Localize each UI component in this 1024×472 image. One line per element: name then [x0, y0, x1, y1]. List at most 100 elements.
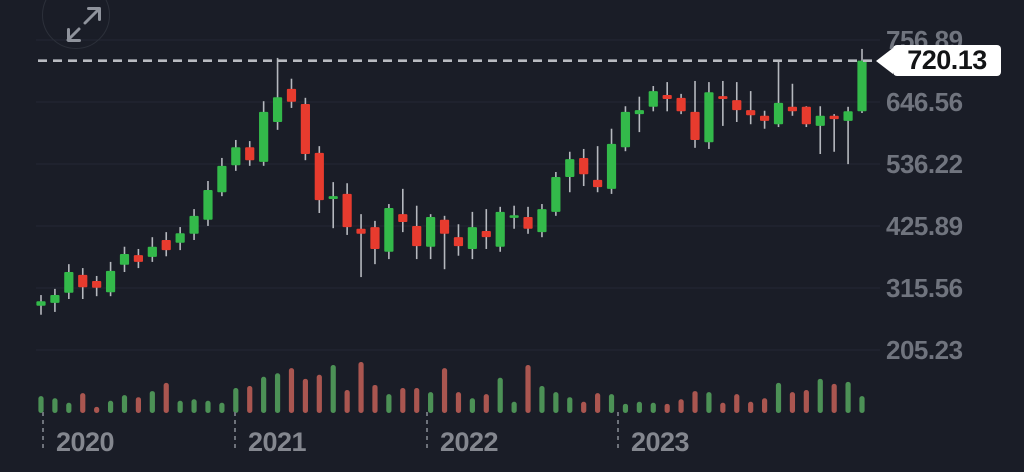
- volume-bar[interactable]: [52, 398, 58, 413]
- volume-bar[interactable]: [135, 397, 142, 413]
- volume-bar[interactable]: [859, 396, 865, 413]
- volume-bar[interactable]: [734, 394, 740, 413]
- candle-body[interactable]: [384, 207, 394, 252]
- candle-body[interactable]: [634, 110, 644, 115]
- volume-bar[interactable]: [525, 365, 531, 413]
- volume-bar[interactable]: [497, 377, 503, 413]
- candle-body[interactable]: [801, 106, 811, 125]
- volume-bar[interactable]: [302, 378, 308, 413]
- volume-bar[interactable]: [316, 374, 322, 413]
- candle-body[interactable]: [342, 193, 352, 228]
- candle-body[interactable]: [426, 216, 436, 247]
- volume-bar[interactable]: [80, 393, 86, 413]
- volume-bar[interactable]: [441, 368, 448, 413]
- candle-body[interactable]: [620, 111, 631, 148]
- volume-bar[interactable]: [748, 401, 754, 413]
- volume-bar[interactable]: [817, 378, 823, 413]
- candle-body[interactable]: [495, 211, 505, 247]
- candle-body[interactable]: [579, 157, 589, 175]
- volume-bar[interactable]: [706, 392, 712, 413]
- expand-button[interactable]: [42, 0, 110, 49]
- volume-bar[interactable]: [219, 402, 225, 413]
- volume-bar[interactable]: [608, 394, 615, 413]
- volume-bar[interactable]: [38, 396, 44, 413]
- candle-body[interactable]: [189, 215, 199, 234]
- candle-body[interactable]: [370, 227, 380, 249]
- volume-bar[interactable]: [775, 382, 782, 413]
- volume-bar[interactable]: [595, 393, 601, 413]
- candle-body[interactable]: [245, 147, 255, 161]
- volume-bar[interactable]: [511, 401, 517, 413]
- volume-bar[interactable]: [455, 392, 462, 413]
- candle-body[interactable]: [92, 281, 102, 288]
- candle-body[interactable]: [787, 106, 798, 112]
- volume-bar[interactable]: [191, 399, 197, 413]
- candle-body[interactable]: [161, 239, 171, 251]
- volume-bar[interactable]: [636, 401, 642, 413]
- candle-body[interactable]: [759, 115, 770, 121]
- candle-body[interactable]: [829, 115, 839, 120]
- volume-bar[interactable]: [789, 392, 796, 413]
- candle-body[interactable]: [732, 100, 742, 111]
- candle-body[interactable]: [843, 111, 853, 121]
- volume-bar[interactable]: [177, 400, 183, 413]
- volume-bar[interactable]: [94, 406, 100, 413]
- candle-body[interactable]: [78, 274, 88, 288]
- candle-body[interactable]: [857, 60, 867, 112]
- candle-body[interactable]: [551, 177, 561, 212]
- volume-bar[interactable]: [344, 390, 350, 413]
- candle-body[interactable]: [412, 225, 422, 247]
- candle-body[interactable]: [286, 88, 297, 102]
- volume-bar[interactable]: [553, 392, 559, 413]
- volume-bar[interactable]: [845, 381, 851, 413]
- candle-body[interactable]: [648, 91, 658, 107]
- candle-body[interactable]: [453, 237, 464, 247]
- volume-bar[interactable]: [483, 394, 489, 413]
- candle-body[interactable]: [217, 165, 227, 193]
- candle-body[interactable]: [36, 301, 46, 306]
- volume-bar[interactable]: [386, 394, 392, 413]
- candle-body[interactable]: [272, 97, 283, 122]
- candle-body[interactable]: [662, 95, 672, 99]
- volume-bar[interactable]: [372, 384, 378, 413]
- volume-bar[interactable]: [567, 397, 573, 413]
- volume-bar[interactable]: [274, 373, 281, 413]
- candle-body[interactable]: [718, 96, 728, 99]
- volume-bar[interactable]: [358, 362, 364, 413]
- volume-bar[interactable]: [664, 403, 670, 413]
- volume-bar[interactable]: [678, 399, 684, 413]
- volume-bar[interactable]: [469, 398, 475, 413]
- candle-body[interactable]: [537, 209, 547, 233]
- volume-bar[interactable]: [650, 402, 656, 413]
- candle-body[interactable]: [746, 110, 756, 116]
- volume-bar[interactable]: [831, 383, 837, 413]
- candle-body[interactable]: [50, 295, 60, 303]
- volume-bar[interactable]: [720, 402, 726, 413]
- candle-body[interactable]: [690, 111, 700, 140]
- candle-body[interactable]: [565, 159, 575, 178]
- candle-body[interactable]: [105, 270, 116, 293]
- volume-bar[interactable]: [581, 401, 587, 413]
- candle-body[interactable]: [523, 216, 533, 229]
- volume-bar[interactable]: [803, 390, 809, 413]
- candle-body[interactable]: [147, 246, 157, 257]
- candle-body[interactable]: [773, 102, 784, 125]
- candle-body[interactable]: [356, 228, 366, 234]
- candle-body[interactable]: [593, 179, 603, 188]
- candle-body[interactable]: [314, 152, 324, 201]
- candle-body[interactable]: [175, 233, 185, 243]
- volume-bar[interactable]: [121, 395, 128, 413]
- volume-bar[interactable]: [247, 385, 253, 413]
- volume-bar[interactable]: [233, 388, 239, 413]
- volume-bar[interactable]: [288, 368, 295, 413]
- candle-body[interactable]: [328, 196, 338, 199]
- volume-bar[interactable]: [66, 402, 72, 413]
- candle-body[interactable]: [64, 272, 74, 293]
- volume-bar[interactable]: [107, 400, 114, 413]
- candle-body[interactable]: [467, 227, 477, 249]
- candle-body[interactable]: [119, 254, 130, 265]
- volume-bar[interactable]: [414, 388, 420, 413]
- candle-body[interactable]: [815, 115, 825, 126]
- candle-body[interactable]: [398, 214, 408, 223]
- candle-body[interactable]: [676, 97, 686, 112]
